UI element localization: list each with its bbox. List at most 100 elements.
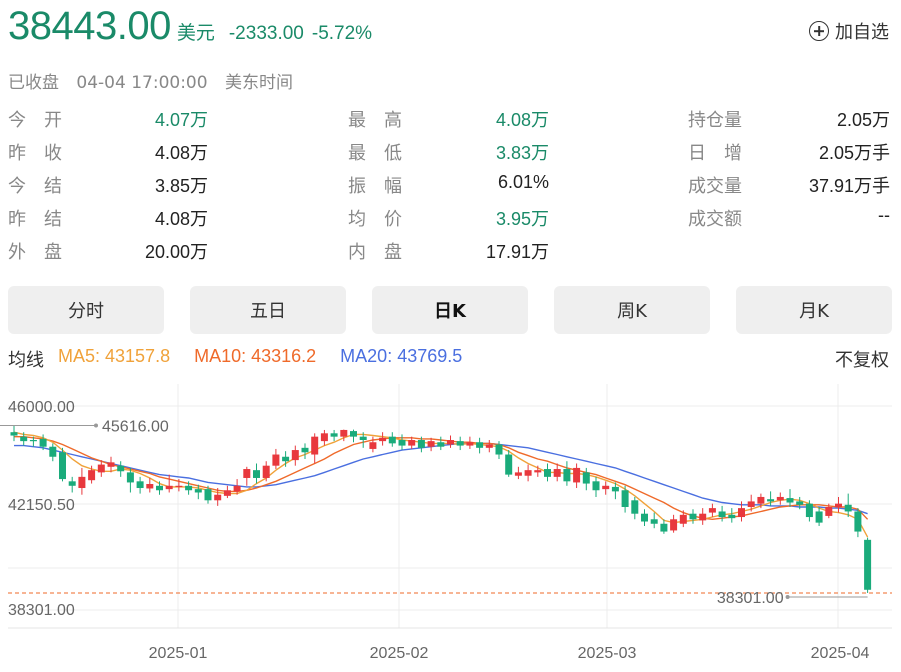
candle-body: [126, 472, 134, 483]
stat-label: 今 结: [8, 176, 62, 197]
candle-body: [563, 469, 571, 482]
candle-body: [136, 481, 144, 489]
stat-value: 3.85万: [154, 176, 208, 196]
stat-value: 2.05万手: [818, 143, 890, 163]
candle-body: [29, 440, 37, 442]
candle-body: [20, 436, 28, 442]
candle-body: [650, 519, 658, 524]
price-change-percent: -5.72%: [311, 23, 373, 44]
candle-body: [417, 440, 425, 448]
candle-body: [844, 504, 852, 512]
candle-body: [117, 465, 125, 472]
candle-body: [165, 485, 173, 490]
ma10-value: MA10: 43316.2: [194, 346, 317, 366]
stat-label: 最 高: [348, 110, 402, 131]
candle-body: [796, 501, 804, 505]
candle-body: [466, 442, 474, 446]
candle-body: [233, 485, 241, 492]
candle-body: [350, 431, 357, 437]
x-tick-label: 2025-04: [811, 645, 870, 662]
market-status-text: 已收盘: [8, 73, 59, 93]
tab-weekly-k[interactable]: 周K: [554, 286, 710, 334]
candle-body: [379, 437, 387, 442]
last-price: 38443.00: [8, 4, 171, 48]
candle-body: [699, 513, 707, 521]
candle-body: [786, 498, 794, 503]
candle-body: [670, 519, 678, 531]
candle-body: [146, 484, 154, 489]
tab-monthly-k[interactable]: 月K: [736, 286, 892, 334]
stat-label: 振 幅: [348, 176, 402, 197]
candlestick-chart[interactable]: 46000.00 42150.50 38301.00 2025-01 2025-02 20…: [0, 378, 901, 672]
add-watchlist-label: 加自选: [835, 22, 889, 43]
stat-value: 4.08万: [154, 209, 208, 229]
candle-body: [369, 442, 377, 449]
candle-body: [660, 523, 668, 532]
candle-body: [398, 440, 406, 446]
candle-body: [243, 469, 251, 478]
candle-body: [524, 470, 532, 476]
stat-value: 6.01%: [497, 172, 549, 192]
candle-body: [534, 470, 542, 473]
add-watchlist-button[interactable]: 加自选: [809, 18, 889, 44]
candle-body: [311, 436, 319, 455]
stat-label: 最 低: [348, 143, 402, 164]
candle-body: [864, 539, 872, 590]
candle-body: [59, 452, 66, 480]
candle-body: [10, 432, 18, 436]
candle-body: [262, 465, 270, 478]
quote-datetime: 04-04 17:00:00: [76, 73, 208, 93]
candle-body: [835, 503, 842, 507]
candle-body: [447, 440, 454, 445]
candle-body: [815, 511, 823, 523]
candle-body: [359, 436, 367, 441]
candle-body: [679, 514, 687, 524]
candle-body: [767, 499, 775, 502]
candle-body: [592, 481, 600, 491]
candle-body: [544, 469, 551, 477]
candle-body: [68, 481, 76, 486]
period-tabs: 分时 五日 日K 周K 月K: [8, 286, 892, 334]
low-annotation-label: 38301.00: [717, 590, 784, 607]
stat-label: 成交量: [688, 176, 742, 197]
market-status: 已收盘 04-04 17:00:00 美东时间: [8, 68, 305, 93]
ma5-value: MA5: 43157.8: [58, 346, 171, 366]
stat-value: 4.07万: [154, 110, 208, 130]
tab-five-day[interactable]: 五日: [190, 286, 346, 334]
stat-label: 内 盘: [348, 242, 402, 263]
tab-daily-k[interactable]: 日K: [372, 286, 528, 334]
candle-body: [553, 469, 561, 477]
candle-body: [485, 444, 493, 448]
candle-body: [476, 442, 484, 448]
stat-value: 4.08万: [154, 143, 208, 163]
candle-body: [340, 429, 348, 437]
stat-value: --: [878, 205, 890, 225]
candle-body: [204, 489, 212, 501]
candle-body: [272, 454, 280, 466]
stat-label: 昨 收: [8, 143, 62, 164]
candle-body: [330, 433, 338, 437]
quote-timezone: 美东时间: [224, 73, 293, 93]
candle-body: [107, 462, 115, 467]
candle-body: [505, 454, 513, 475]
stat-value: 3.83万: [495, 143, 549, 163]
stat-value: 20.00万: [144, 242, 208, 262]
candle-body: [301, 447, 309, 453]
candle-body: [291, 450, 299, 461]
tab-intraday[interactable]: 分时: [8, 286, 164, 334]
x-tick-label: 2025-01: [149, 645, 208, 662]
candle-body: [388, 436, 396, 444]
stat-label: 成交额: [688, 209, 742, 230]
adjustment-toggle[interactable]: 不复权: [835, 350, 889, 371]
candle-body: [185, 485, 193, 491]
stat-label: 昨 结: [8, 209, 62, 230]
ma-legend: 均线 MA5: 43157.8 MA10: 43316.2 MA20: 4376…: [8, 346, 486, 372]
y-tick-label: 38301.00: [8, 602, 75, 619]
candle-body: [718, 511, 726, 518]
candle-body: [776, 496, 784, 501]
stat-label: 持仓量: [688, 110, 742, 131]
y-tick-label: 42150.50: [8, 497, 75, 514]
stat-value: 2.05万: [836, 110, 890, 130]
candle-body: [88, 470, 96, 481]
candle-body: [97, 464, 105, 473]
